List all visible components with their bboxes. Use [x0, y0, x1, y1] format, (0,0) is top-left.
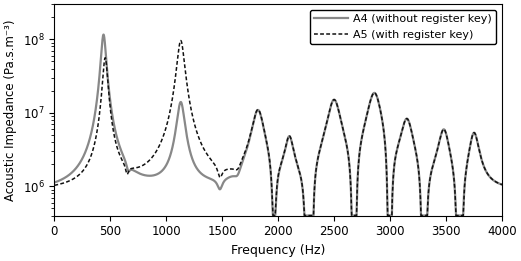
A4 (without register key)	[336, 110, 342, 113]
Legend: A4 (without register key), A5 (with register key): A4 (without register key), A5 (with regi…	[310, 10, 497, 44]
A5 (with register key)	[336, 110, 342, 113]
Line: A5 (with register key): A5 (with register key)	[54, 40, 502, 216]
A4 (without register key)	[101, 33, 107, 36]
A4 (without register key)	[51, 181, 57, 184]
A5 (with register key)	[383, 164, 390, 167]
A4 (without register key)	[383, 164, 390, 167]
A5 (with register key)	[407, 124, 413, 128]
A5 (with register key)	[214, 167, 220, 170]
A4 (without register key)	[316, 150, 322, 153]
A5 (with register key)	[51, 184, 57, 187]
A4 (without register key)	[499, 183, 505, 186]
A5 (with register key)	[499, 183, 505, 186]
A4 (without register key)	[214, 182, 220, 185]
X-axis label: Frequency (Hz): Frequency (Hz)	[231, 244, 325, 257]
A5 (with register key)	[178, 39, 184, 42]
A4 (without register key)	[74, 165, 80, 169]
A5 (with register key)	[270, 214, 276, 217]
A5 (with register key)	[316, 150, 322, 153]
Line: A4 (without register key): A4 (without register key)	[54, 34, 502, 216]
A4 (without register key)	[270, 214, 276, 217]
A4 (without register key)	[407, 124, 413, 128]
A5 (with register key)	[74, 175, 80, 178]
Y-axis label: Acoustic Impedance (Pa.s.m⁻³): Acoustic Impedance (Pa.s.m⁻³)	[4, 19, 17, 201]
